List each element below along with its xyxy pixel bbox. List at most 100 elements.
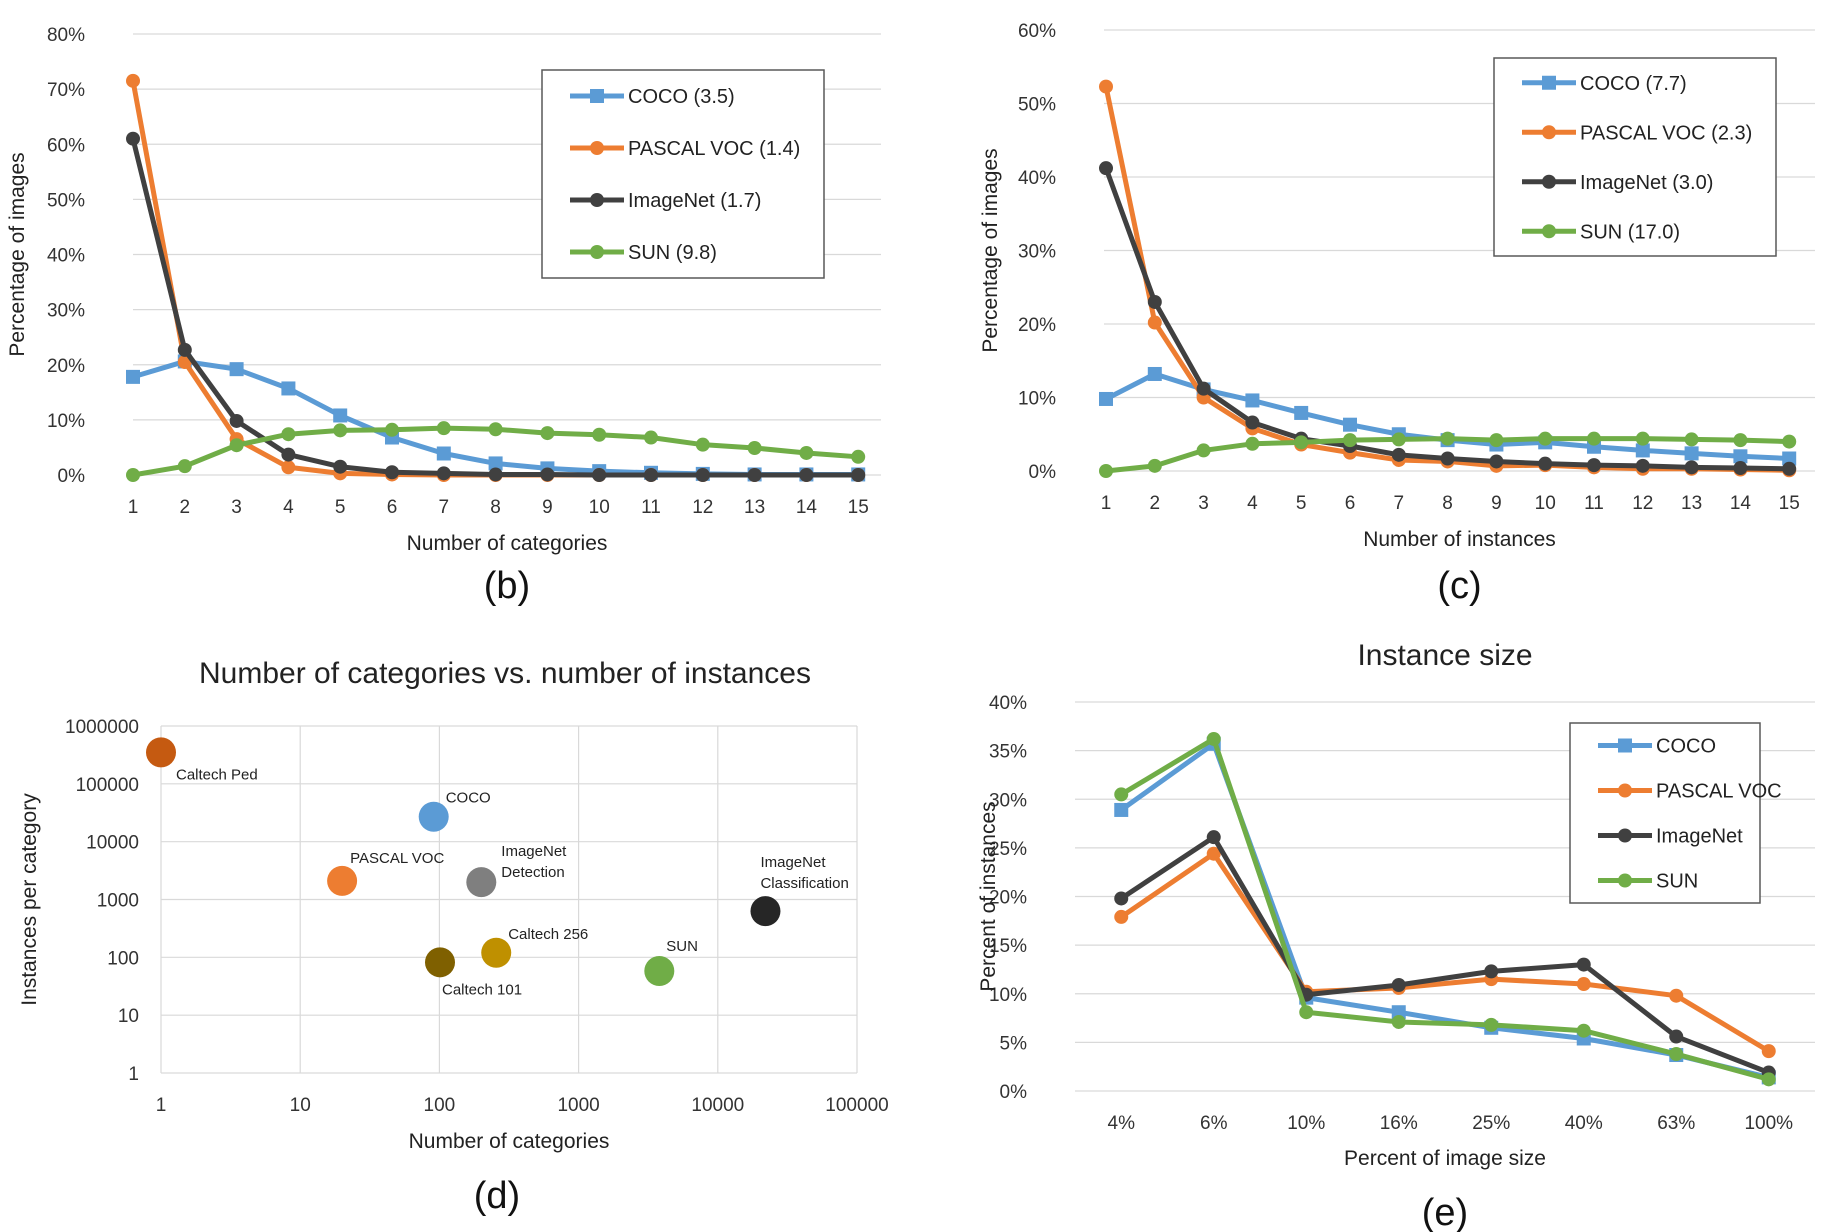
- x-tick-label: 14: [796, 497, 818, 518]
- y-tick-label: 60%: [1018, 21, 1056, 42]
- series-line-pascal: [1119, 851, 1771, 1054]
- legend-label-sun: SUN: [1656, 871, 1698, 893]
- chart-b: 0%10%20%30%40%50%60%70%80%1 2 3 4 5 6 7 8 9 10 11 1…: [6, 25, 881, 607]
- legend-marker-sun: [1618, 873, 1632, 888]
- x-tick-label: 63%: [1657, 1113, 1695, 1134]
- legend-marker-imagenet: [1542, 174, 1556, 189]
- data-point-sun: [695, 437, 710, 452]
- y-axis-label: Percent of instances: [977, 801, 1000, 991]
- x-tick-label: 1: [156, 1095, 167, 1116]
- data-point-imagenet: [436, 466, 451, 481]
- data-point-sun: [1669, 1047, 1684, 1062]
- scatter-point-label: ImageNet Classification: [760, 854, 848, 892]
- chart-e: 0% 5% 10% 15% 20% 25% 30% 35% 40% 4% 6% 10% 16% 25% 40…: [977, 639, 1815, 1232]
- y-tick-label: 60%: [47, 135, 85, 156]
- legend-label-coco: COCO (3.5): [628, 86, 735, 108]
- legend-marker-imagenet: [590, 193, 604, 207]
- scatter-point-label: Caltech 256: [508, 926, 588, 943]
- data-point-imagenet: [1391, 977, 1406, 992]
- data-point-imagenet: [851, 468, 866, 482]
- legend: COCO (3.5) PASCAL VOC (1.4) ImageNet (1.7)…: [541, 69, 825, 279]
- data-point-imagenet: [1576, 957, 1591, 972]
- legend-label-coco: COCO (7.7): [1580, 73, 1687, 95]
- x-tick-label: 8: [1442, 493, 1453, 514]
- data-point-coco: [1099, 391, 1113, 406]
- x-tick-label: 7: [439, 497, 450, 518]
- x-tick-label: 15: [1779, 493, 1800, 514]
- x-tick-label: 9: [542, 497, 553, 518]
- x-tick-label: 8: [490, 497, 501, 518]
- legend: COCO (7.7) PASCAL VOC (2.3) ImageNet (3.0)…: [1493, 57, 1777, 257]
- data-point-imagenet: [1669, 1029, 1684, 1044]
- data-point-sun: [1147, 458, 1162, 473]
- data-point-pascal: [1099, 79, 1113, 94]
- data-point-pascal: [1576, 977, 1591, 992]
- data-point-imagenet: [229, 413, 244, 428]
- scatter-point: [146, 737, 176, 768]
- legend-box: [1493, 57, 1777, 257]
- scatter-point-label: COCO: [446, 790, 491, 807]
- y-tick-label: 40%: [989, 693, 1027, 714]
- y-axis-label: Instances per category: [18, 793, 41, 1006]
- x-tick-label: 13: [744, 497, 765, 518]
- data-point-imagenet: [1206, 830, 1221, 845]
- y-tick-label: 10%: [989, 985, 1027, 1006]
- data-point-sun: [385, 422, 399, 437]
- legend-marker-imagenet: [1618, 828, 1632, 843]
- data-point-sun: [1761, 1072, 1776, 1087]
- x-tick-label: 11: [1584, 493, 1604, 514]
- data-point-sun: [1538, 431, 1553, 446]
- x-tick-label: 9: [1491, 493, 1502, 514]
- legend-label-pascal: PASCAL VOC: [1656, 781, 1782, 803]
- x-tick-label: 14: [1730, 493, 1752, 514]
- y-tick-label: 25%: [989, 839, 1027, 860]
- y-tick-label: 20%: [47, 356, 85, 377]
- y-tick-label: 100: [107, 948, 139, 969]
- data-point-imagenet: [1684, 460, 1699, 475]
- x-tick-label: 10000: [691, 1095, 744, 1116]
- legend-label-sun: SUN (17.0): [1580, 221, 1680, 243]
- legend-label-imagenet: ImageNet (1.7): [628, 190, 761, 212]
- data-point-coco: [1343, 417, 1357, 432]
- legend-marker-coco: [1542, 75, 1556, 90]
- y-tick-label: 20%: [1018, 315, 1056, 336]
- data-point-sun: [1391, 1014, 1406, 1029]
- x-axis-label: Number of instances: [1363, 528, 1556, 551]
- data-point-sun: [1196, 443, 1211, 458]
- legend-marker-sun: [1542, 224, 1556, 239]
- data-point-imagenet: [1489, 454, 1504, 469]
- x-tick-label: 100%: [1744, 1113, 1793, 1134]
- data-point-sun: [1391, 432, 1406, 447]
- x-tick-label: 10: [589, 497, 610, 518]
- x-tick-label: 15: [848, 497, 869, 518]
- legend-marker-pascal: [1618, 783, 1632, 798]
- data-point-imagenet: [333, 459, 348, 474]
- data-point-pascal: [1669, 988, 1684, 1003]
- data-point-coco: [1733, 449, 1748, 464]
- y-tick-label: 80%: [47, 25, 85, 46]
- chart-d: 1 10 100 1000 10000 100000 1000000 1 10 100 1000 10…: [18, 657, 889, 1217]
- scatter-point: [750, 896, 781, 927]
- data-point-coco: [1245, 393, 1260, 408]
- y-tick-label: 0%: [58, 466, 86, 487]
- y-tick-label: 5%: [1000, 1033, 1028, 1054]
- data-point-imagenet: [1196, 381, 1211, 396]
- data-point-sun: [281, 427, 296, 442]
- y-tick-label: 35%: [989, 742, 1027, 763]
- data-point-coco: [436, 446, 451, 461]
- scatter-point-label: Caltech 101: [442, 981, 522, 998]
- y-tick-label: 1: [128, 1064, 139, 1085]
- y-tick-label: 20%: [989, 888, 1027, 909]
- x-tick-label: 1: [128, 497, 139, 518]
- data-point-imagenet: [1733, 461, 1748, 476]
- legend-marker-sun: [590, 245, 604, 259]
- data-point-imagenet: [1587, 458, 1601, 473]
- data-point-imagenet: [1538, 456, 1553, 471]
- data-point-sun: [333, 423, 348, 438]
- chart-c: 0%10%20%30%40%50%60%1 2 3 4 5 6 7 8 9 10 11 12 13 14 1…: [979, 21, 1815, 607]
- x-tick-label: 1000: [557, 1095, 599, 1116]
- x-tick-label: 4: [1247, 493, 1258, 514]
- data-point-imagenet: [1147, 294, 1162, 309]
- scatter-point: [644, 956, 675, 987]
